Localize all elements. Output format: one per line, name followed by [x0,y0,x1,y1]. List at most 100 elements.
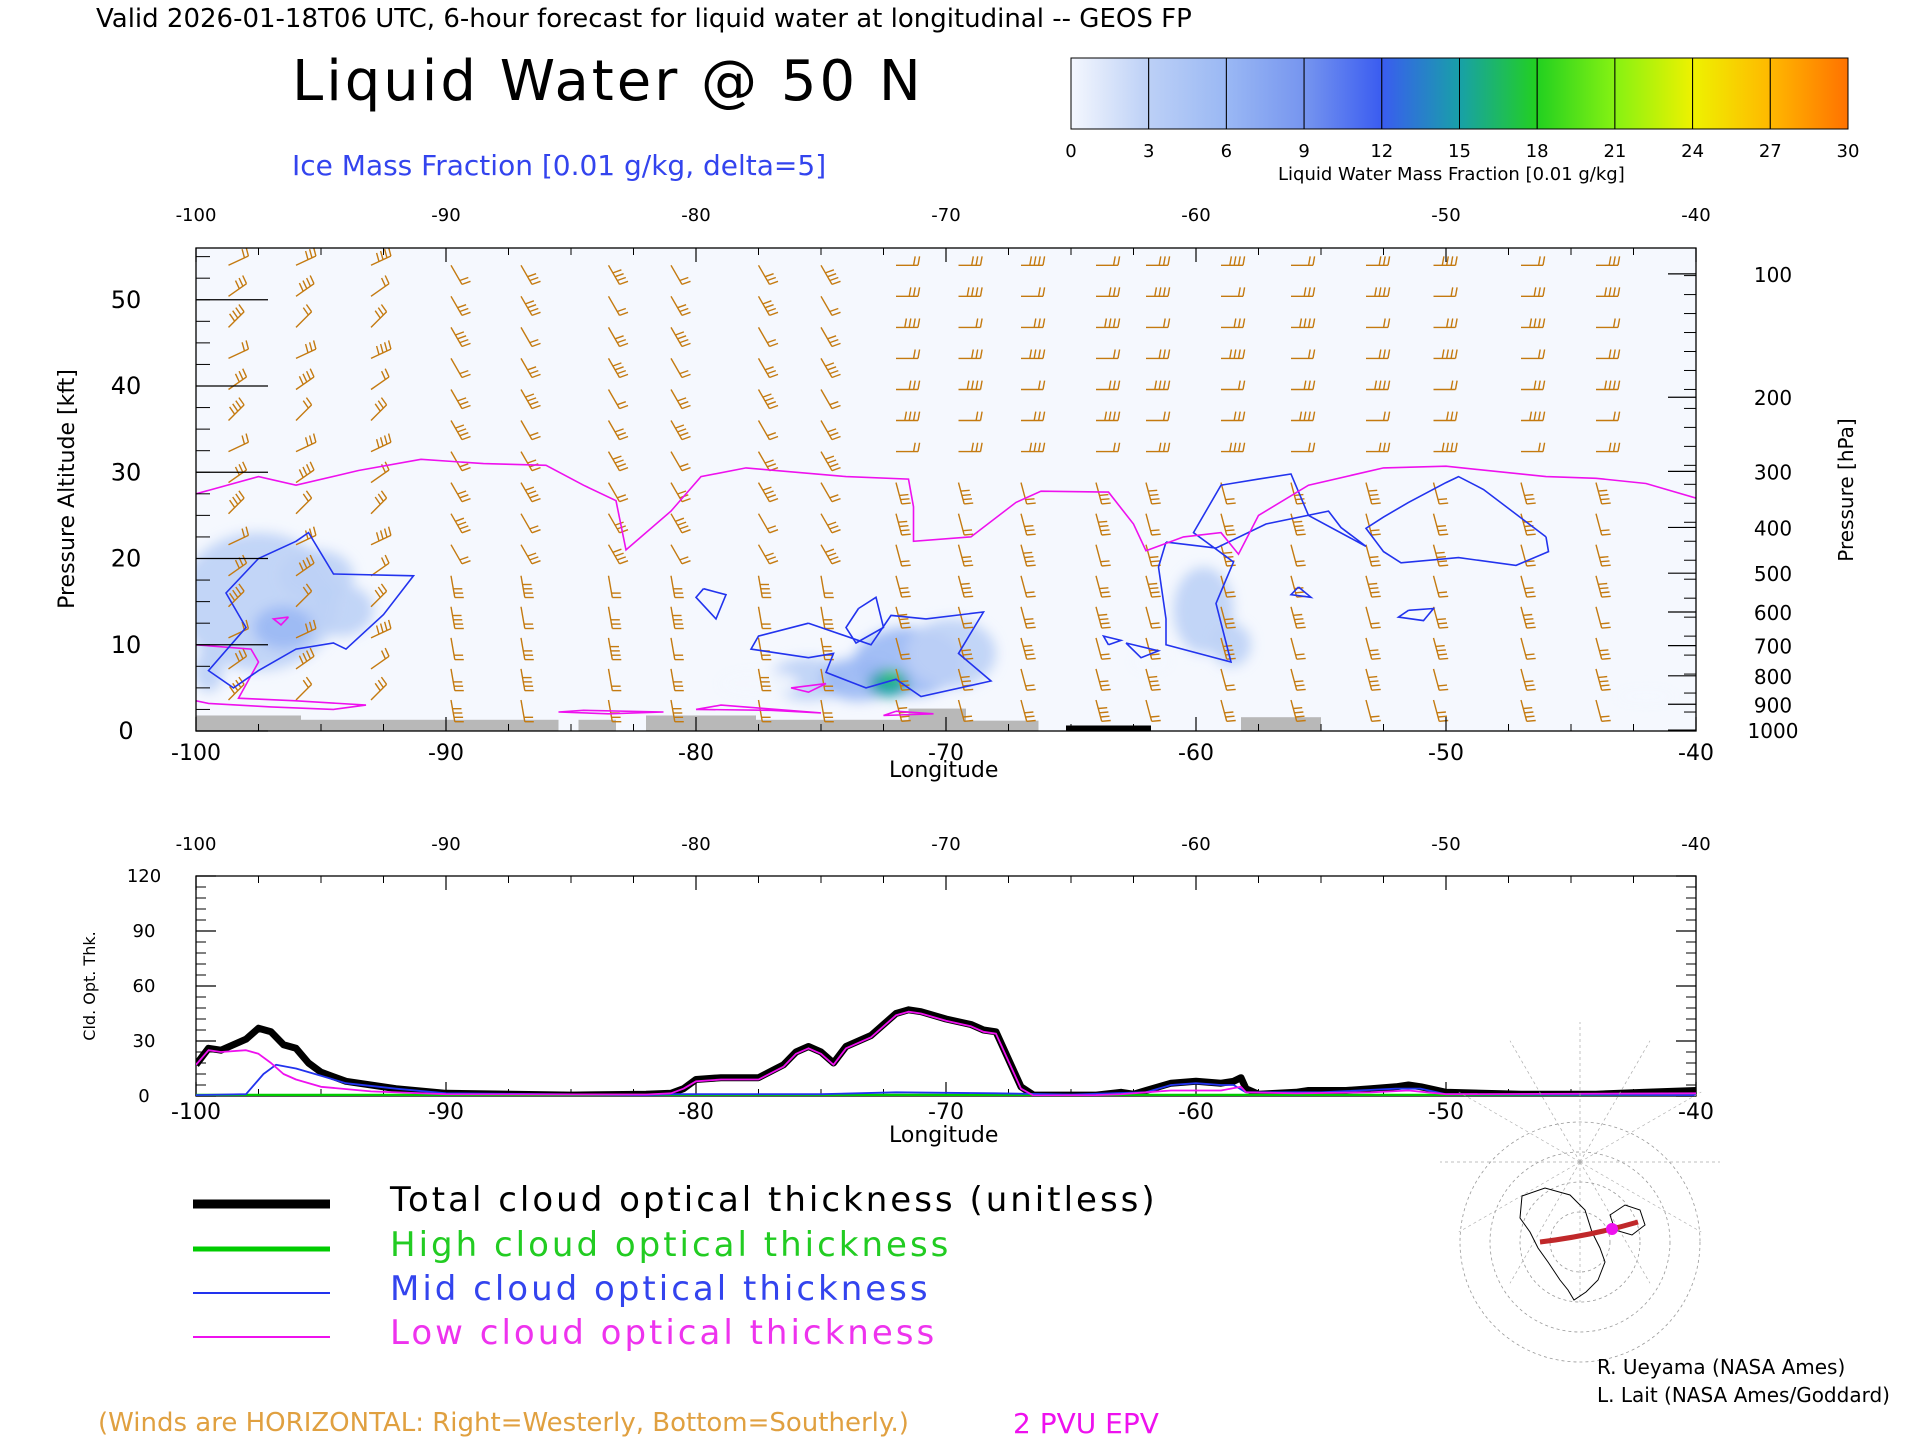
wind-barb-feather [964,502,974,505]
wind-barb [1433,442,1458,453]
wind-barb-feather [305,304,313,313]
wind-barb-shaft [450,295,463,316]
wind-barb-feather [457,304,467,309]
wind-barb-feather [461,560,471,565]
ice-contour-5 [1125,642,1162,659]
top-y-tick-label: 50 [111,286,142,314]
wind-barb-shaft [1220,637,1228,660]
liquid-water-blob-10 [883,671,899,684]
wind-barb-feather [529,525,539,530]
wind-barb-feather [1312,380,1316,390]
wind-barb-feather [767,432,777,437]
wind-barb-shaft [1095,513,1103,536]
wind-barb [1520,606,1536,629]
wind-barb-feather [241,249,246,259]
wind-barb-feather [1167,318,1171,328]
wind-barb-feather [619,342,629,348]
wind-barb [295,554,315,577]
wind-barb [1291,318,1316,329]
wind-barb-shaft [820,451,833,472]
wind-barb-feather [384,647,390,657]
wind-barb-feather [912,380,916,390]
wind-barb-feather [245,526,250,536]
wind-barb-feather [900,715,910,718]
wind-barb [1020,544,1036,567]
wind-barb-shaft [370,655,390,670]
wind-barb [1521,349,1546,360]
wind-barb-feather [1387,380,1391,390]
wind-barb-feather [1223,551,1233,554]
terrain-segment-6 [966,720,1039,731]
wind-barb [520,637,534,661]
bottom-y-tick-label: 0 [138,1086,149,1107]
wind-barb-shaft [1290,637,1298,660]
wind-barb-feather [1101,502,1111,505]
wind-barb [520,264,541,286]
wind-barb-shaft [607,358,621,378]
wind-barb-shaft [670,327,683,347]
wind-barb-feather [1369,587,1379,590]
wind-barb-shaft [895,482,903,505]
wind-barb [820,606,834,630]
wind-barb [1595,482,1611,505]
wind-barb-feather [1370,715,1380,718]
wind-barb [957,482,974,505]
map-transect [1539,1219,1639,1245]
wind-barb [450,637,464,661]
wind-barb-feather [1307,411,1311,421]
wind-barb [1291,380,1316,391]
wind-barb-shaft [1432,637,1440,660]
wind-barb [450,264,471,286]
wind-barb-shaft [1095,544,1103,567]
wind-barb-feather [1612,287,1616,297]
wind-barb-feather [964,688,974,691]
wind-barb-feather [1382,411,1386,421]
wind-barb-feather [1026,719,1036,722]
map-meridian [1579,1040,1651,1163]
wind-barb-shaft [607,327,621,347]
pressure-tick-label: 500 [1754,562,1792,586]
wind-barb-feather [679,556,689,561]
wind-barb [295,275,315,297]
wind-barb-feather [374,682,381,692]
wind-barb [757,575,772,599]
wind-barb-feather [1100,684,1110,687]
wind-barb-feather [238,676,245,685]
wind-barb-feather [229,406,236,415]
wind-barb [370,554,390,577]
wind-barb [607,513,629,534]
wind-barb-feather [1598,489,1608,492]
wind-barb-shaft [370,376,390,391]
wind-barb-feather [1537,256,1541,266]
wind-barb-feather [617,338,627,344]
wind-barb-feather [1387,256,1391,266]
wind-barb-feather [379,530,384,540]
wind-barb-feather [298,562,304,572]
wind-barb [450,575,464,599]
wind-barb-feather [1295,715,1305,718]
wind-barb-feather [1537,287,1541,297]
wind-barb-feather [960,582,970,585]
wind-barb-feather [1438,622,1448,625]
wind-barb-feather [1224,711,1234,714]
wind-barb-feather [614,366,624,371]
wind-barb-feather [1312,442,1316,452]
wind-barb-feather [767,401,777,406]
wind-barb [670,606,684,630]
wind-barb-feather [302,466,308,476]
wind-barb-feather [1533,380,1537,390]
wind-barb-feather [1600,653,1610,656]
wind-barb-feather [377,679,384,688]
wind-barb-feather [679,338,689,344]
wind-barb-feather [1525,653,1535,656]
wind-barb-feather [1601,657,1611,660]
wind-barb-feather [899,680,909,683]
wind-barb [1433,349,1458,360]
map-meridian [1509,1040,1581,1163]
wind-barb-shaft [757,295,771,316]
wind-barb-shaft [757,451,771,472]
wind-barb-feather [1149,680,1159,683]
wind-barb-feather [1526,626,1536,629]
bottom-x-tick-label-upper: -50 [1431,834,1460,855]
